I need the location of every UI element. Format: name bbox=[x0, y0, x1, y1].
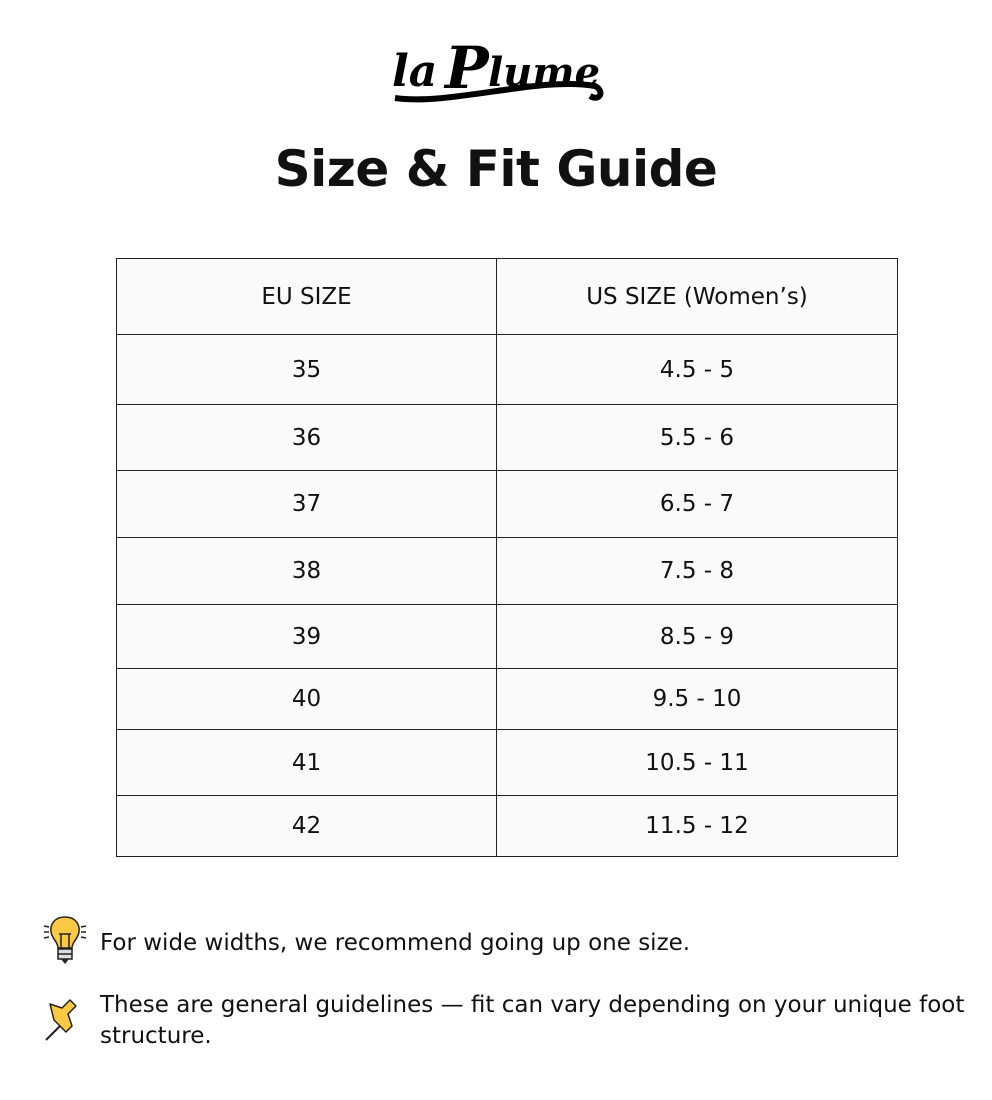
lightbulb-icon bbox=[43, 916, 87, 964]
svg-text:lume: lume bbox=[488, 49, 600, 96]
table-row: 40 9.5 - 10 bbox=[116, 668, 898, 730]
eu-size-cell: 37 bbox=[116, 470, 497, 538]
note-wide-widths: For wide widths, we recommend going up o… bbox=[100, 930, 691, 956]
table-row: 35 4.5 - 5 bbox=[116, 334, 898, 405]
header-us-size: US SIZE (Women’s) bbox=[496, 258, 898, 335]
page-title: Size & Fit Guide bbox=[274, 140, 718, 198]
eu-size-cell: 41 bbox=[116, 729, 497, 796]
size-table: EU SIZE US SIZE (Women’s) 35 4.5 - 5 36 5.5… bbox=[116, 258, 898, 857]
table-row: 39 8.5 - 9 bbox=[116, 604, 898, 669]
us-size-cell: 7.5 - 8 bbox=[496, 537, 898, 605]
eu-size-cell: 38 bbox=[116, 537, 497, 605]
eu-size-cell: 39 bbox=[116, 604, 497, 669]
us-size-cell: 10.5 - 11 bbox=[496, 729, 898, 796]
us-size-cell: 11.5 - 12 bbox=[496, 795, 898, 857]
eu-size-cell: 42 bbox=[116, 795, 497, 857]
eu-size-cell: 35 bbox=[116, 334, 497, 405]
us-size-cell: 9.5 - 10 bbox=[496, 668, 898, 730]
table-row: 42 11.5 - 12 bbox=[116, 795, 898, 857]
us-size-cell: 6.5 - 7 bbox=[496, 470, 898, 538]
svg-text:P: P bbox=[443, 36, 490, 102]
us-size-cell: 8.5 - 9 bbox=[496, 604, 898, 669]
eu-size-cell: 36 bbox=[116, 404, 497, 471]
header-eu-size: EU SIZE bbox=[116, 258, 497, 335]
note-general-guidelines: These are general guidelines — fit can v… bbox=[100, 992, 965, 1049]
table-header-row: EU SIZE US SIZE (Women’s) bbox=[116, 258, 898, 335]
eu-size-cell: 40 bbox=[116, 668, 497, 730]
svg-text:la: la bbox=[392, 46, 437, 97]
la-plume-logo: la P lume bbox=[392, 36, 604, 103]
us-size-cell: 5.5 - 6 bbox=[496, 404, 898, 471]
table-row: 37 6.5 - 7 bbox=[116, 470, 898, 538]
table-row: 41 10.5 - 11 bbox=[116, 729, 898, 796]
table-row: 38 7.5 - 8 bbox=[116, 537, 898, 605]
table-row: 36 5.5 - 6 bbox=[116, 404, 898, 471]
pushpin-icon bbox=[45, 999, 77, 1041]
us-size-cell: 4.5 - 5 bbox=[496, 334, 898, 405]
